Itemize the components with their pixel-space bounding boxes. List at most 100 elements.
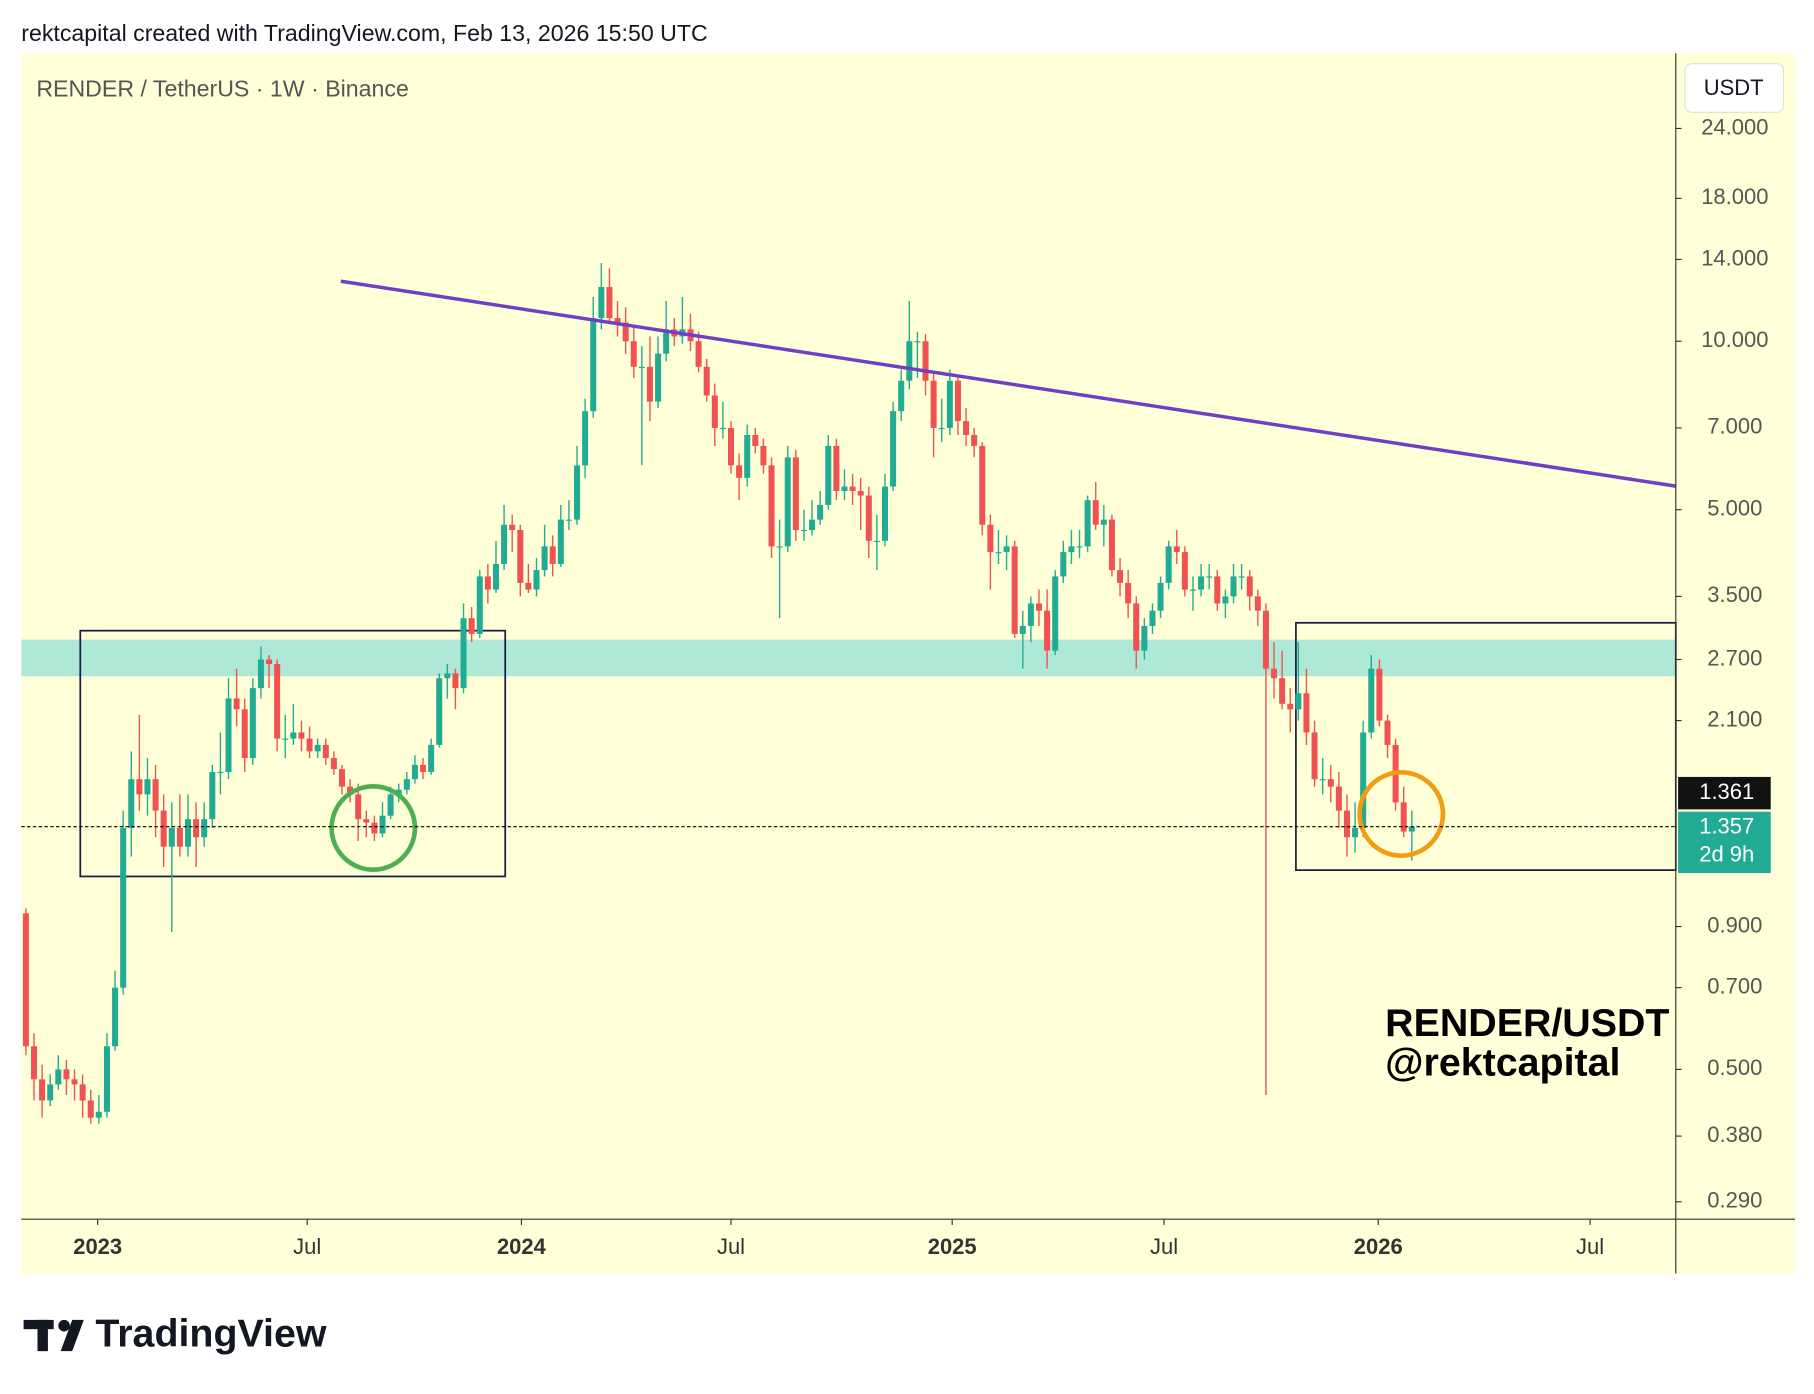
countdown: 2d 9h (1699, 841, 1754, 866)
candle-body (606, 287, 613, 319)
currency-box (1684, 63, 1785, 113)
candle-body (1254, 596, 1261, 611)
x-tick-label: 2024 (497, 1234, 547, 1259)
candle-body (1052, 576, 1059, 651)
range-box (79, 629, 507, 878)
candle-body (760, 445, 767, 466)
candle-body (809, 519, 816, 530)
candle-body (582, 411, 589, 466)
candle-body (736, 465, 743, 478)
candle-body (1019, 625, 1026, 634)
candle-body (1157, 582, 1164, 611)
candle-body (428, 744, 435, 772)
candle-body (1108, 519, 1115, 571)
candle-body (655, 353, 662, 402)
candle-body (1327, 779, 1334, 787)
candle-body (938, 427, 945, 430)
candle-body (792, 457, 799, 530)
candle-body (1149, 610, 1156, 626)
candle-body (55, 1069, 62, 1085)
candle-body (257, 659, 264, 689)
candle-body (1222, 596, 1229, 604)
candle-body (47, 1084, 54, 1101)
candle-body (452, 673, 459, 689)
candle-body (1173, 546, 1180, 553)
candle-body (1295, 693, 1302, 710)
candle-body (209, 771, 216, 820)
candle-body (630, 341, 637, 367)
candle-body (120, 827, 127, 988)
candle-body (1133, 603, 1140, 651)
candle-body (1360, 732, 1367, 828)
candle-body (930, 380, 937, 428)
candle-body (1271, 668, 1278, 679)
candle-body (420, 764, 427, 772)
candle-body (1044, 610, 1051, 651)
candle-body (1376, 668, 1383, 721)
candle-body (22, 913, 29, 1047)
watermark: @rektcapital (1385, 1041, 1620, 1085)
candle-body (468, 618, 475, 634)
candle-body (906, 341, 913, 381)
candle-body (379, 815, 386, 834)
candle-body (784, 457, 791, 547)
candle-body (436, 678, 443, 745)
candle-body (1165, 546, 1172, 583)
y-tick-label: 24.000 (1701, 114, 1768, 139)
candle-body (298, 732, 305, 739)
candle-body (1141, 625, 1148, 651)
y-tick-label: 0.380 (1707, 1122, 1762, 1147)
candle-body (193, 819, 200, 838)
candle-body (1181, 552, 1188, 590)
candle-body (1117, 570, 1124, 583)
candle-body (1125, 582, 1132, 604)
candle-body (112, 987, 119, 1047)
candle-body (444, 673, 451, 679)
candle-body (1384, 720, 1391, 745)
y-tick-label: 10.000 (1701, 327, 1768, 352)
candle-body (622, 322, 629, 342)
logo-shape (60, 1319, 84, 1352)
candle-body (1279, 678, 1286, 704)
trendline (340, 279, 1677, 488)
candle-body (355, 794, 362, 820)
candle-body (1335, 786, 1342, 811)
candle-body (411, 764, 418, 780)
candle-body (1352, 827, 1359, 838)
candle-body (1311, 732, 1318, 780)
header: rektcapital created with TradingView.com… (21, 20, 707, 46)
candle-body (1206, 576, 1213, 578)
candle-body (890, 411, 897, 487)
candle-body (1262, 610, 1269, 669)
candle-body (614, 318, 621, 323)
candle-body (87, 1100, 94, 1118)
candle-body (168, 827, 175, 847)
candle-body (322, 744, 329, 759)
y-tick-label: 5.000 (1707, 496, 1762, 521)
candle-body (1084, 500, 1091, 547)
candle-body (744, 434, 751, 478)
candle-body (144, 779, 151, 795)
candle-body (1230, 576, 1237, 597)
candle-body (160, 810, 167, 847)
candle-body (1189, 589, 1196, 591)
x-tick-label: Jul (1576, 1234, 1604, 1259)
brand: TradingView (95, 1312, 327, 1356)
candle-body (549, 546, 556, 564)
logo (23, 1319, 84, 1352)
candle-body (476, 576, 483, 634)
candle-body (103, 1046, 110, 1112)
candle-body (306, 738, 313, 752)
candle-body (711, 395, 718, 428)
y-tick-label: 0.900 (1707, 912, 1762, 937)
candle-body (833, 445, 840, 492)
candle-body (1368, 668, 1375, 733)
y-tick-label: 7.000 (1707, 414, 1762, 439)
x-tick-label: 2025 (928, 1234, 977, 1259)
candle-body (719, 427, 726, 430)
candle-body (1214, 576, 1221, 604)
candle-body (266, 659, 273, 665)
candle-body (898, 380, 905, 412)
candle-body (946, 380, 953, 428)
candle-body (768, 465, 775, 547)
